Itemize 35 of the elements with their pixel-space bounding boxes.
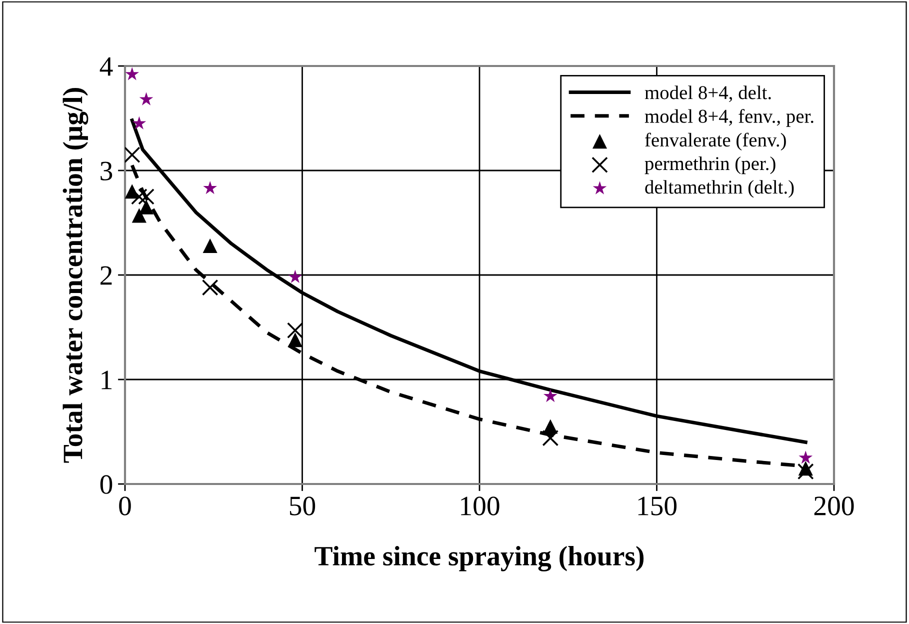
legend-label: model 8+4, delt. <box>644 86 771 102</box>
point <box>543 388 558 402</box>
point <box>202 238 218 254</box>
point <box>132 116 146 130</box>
point <box>125 67 140 80</box>
point <box>138 188 154 205</box>
point <box>203 180 218 194</box>
y-tick-label: 1 <box>102 370 112 390</box>
y-tick-label: 2 <box>100 266 112 285</box>
point <box>288 270 302 283</box>
x-tick-label: 0 <box>119 496 131 516</box>
legend-label: fenvalerate (fenv.) <box>645 132 786 151</box>
point <box>542 430 559 446</box>
point <box>125 146 140 164</box>
legend-label: deltamethrin (delt.) <box>645 180 794 198</box>
legend-label: model 8+4, fenv., per. <box>644 109 814 127</box>
point <box>130 188 148 205</box>
point <box>202 279 218 296</box>
point <box>288 332 302 348</box>
x-tick-label: 50 <box>290 496 316 516</box>
point <box>797 463 814 480</box>
y-axis-title: Total water concentration (µg/l) <box>62 88 88 463</box>
point <box>132 208 146 223</box>
point <box>138 200 154 214</box>
y-tick-label: 3 <box>100 162 112 180</box>
x-tick-label: 150 <box>638 496 677 516</box>
y-tick-label: 4 <box>100 57 113 76</box>
x-tick-label: 100 <box>461 496 500 516</box>
x-tick-label: 200 <box>814 496 854 516</box>
point <box>139 92 154 106</box>
point <box>798 450 813 464</box>
x-axis-title: Time since spraying (hours) <box>314 546 644 572</box>
point <box>286 322 304 339</box>
y-tick-label: 0 <box>100 475 112 494</box>
legend-label: permethrin (per.) <box>644 156 776 174</box>
